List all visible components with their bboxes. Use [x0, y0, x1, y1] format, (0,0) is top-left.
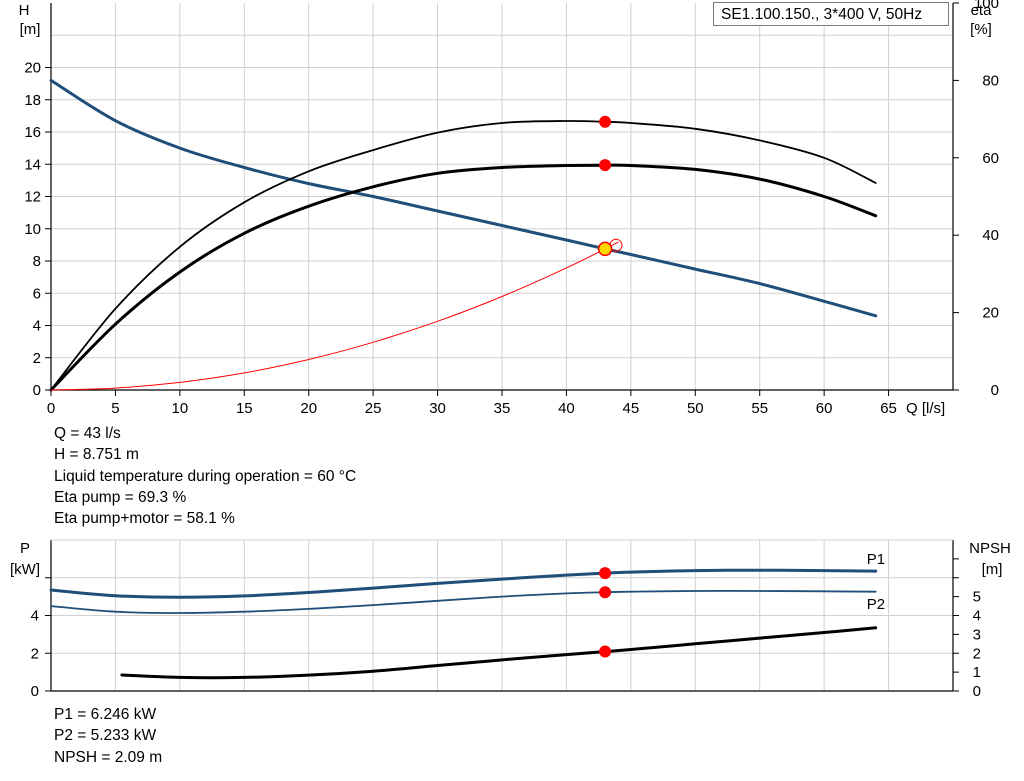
efficiency-pump-motor-curve	[49, 163, 878, 392]
y-right-tick-label: 80	[982, 72, 999, 89]
power-point-marker	[599, 567, 612, 580]
power-point-marker	[599, 586, 612, 599]
y-left-tick-label: 14	[24, 156, 41, 173]
info-flow: Q = 43 l/s	[54, 425, 121, 442]
x-tick-label: 60	[816, 400, 833, 417]
p2-curve-label: P2	[867, 596, 885, 613]
y-right-label: eta	[971, 2, 993, 19]
efficiency-pump-curve	[50, 120, 877, 391]
info-liquid-temperature: Liquid temperature during operation = 60…	[54, 467, 357, 485]
npsh-curve	[120, 626, 878, 680]
y-right-label: NPSH	[969, 540, 1011, 557]
y-left-label: P	[20, 540, 30, 557]
duty-point-info: Q = 43 l/s H = 8.751 m Liquid temperatur…	[54, 423, 356, 529]
x-tick-label: 25	[365, 400, 382, 417]
system-curve	[50, 241, 619, 391]
y-right-tick-label: 100	[974, 0, 999, 12]
power-point-marker	[599, 645, 612, 658]
x-tick-label: 20	[300, 400, 317, 417]
y-right-tick-label: 40	[982, 227, 999, 244]
y-left-label: H	[19, 2, 30, 19]
info-p1: P1 = 6.246 kW	[54, 706, 157, 723]
y-right-tick-label: 2	[973, 645, 981, 662]
p1-curve	[49, 568, 878, 599]
duty-point-marker	[597, 241, 613, 257]
y-left-tick-label: 12	[24, 189, 41, 206]
x-axis-label: Q [l/s]	[906, 400, 945, 417]
y-left-tick-label: 18	[24, 92, 41, 109]
y-right-tick-label: 20	[982, 305, 999, 322]
info-eta-pump-motor: Eta pump+motor = 58.1 %	[54, 510, 235, 528]
info-npsh: NPSH = 2.09 m	[54, 748, 163, 766]
efficiency-point-marker	[599, 115, 612, 128]
y-right-tick-label: 0	[991, 382, 999, 399]
y-left-tick-label: 8	[33, 253, 41, 270]
y-right-tick-label: 60	[982, 150, 999, 167]
power-point-info: P1 = 6.246 kW P2 = 5.233 kW NPSH = 2.09 …	[54, 704, 162, 768]
p2-curve	[50, 589, 877, 614]
y-left-tick-label: 0	[33, 382, 41, 399]
x-tick-label: 10	[172, 400, 189, 417]
y-right-tick-label: 3	[973, 626, 981, 643]
x-tick-label: 30	[429, 400, 446, 417]
efficiency-point-marker	[599, 159, 612, 172]
y-left-tick-label: 20	[24, 60, 41, 77]
y-right-tick-label: 5	[973, 589, 981, 606]
x-tick-label: 45	[623, 400, 640, 417]
p1-curve-label: P1	[867, 551, 885, 568]
y-right-tick-label: 4	[973, 608, 981, 625]
y-left-tick-label: 0	[31, 683, 39, 700]
y-left-tick-label: 4	[31, 608, 39, 625]
y-left-tick-label: 2	[33, 350, 41, 367]
y-left-tick-label: 4	[33, 318, 41, 335]
x-tick-label: 55	[751, 400, 768, 417]
head-curve	[49, 78, 878, 318]
x-tick-label: 35	[494, 400, 511, 417]
y-left-tick-label: 10	[24, 221, 41, 238]
info-head: H = 8.751 m	[54, 446, 139, 464]
x-tick-label: 40	[558, 400, 575, 417]
y-left-unit: [m]	[20, 21, 41, 38]
y-left-tick-label: 16	[24, 124, 41, 141]
chart-title: SE1.100.150., 3*400 V, 50Hz	[713, 2, 949, 26]
x-tick-label: 65	[880, 400, 897, 417]
x-tick-label: 50	[687, 400, 704, 417]
y-right-unit: [%]	[970, 21, 992, 38]
x-tick-label: 0	[47, 400, 55, 417]
y-right-tick-label: 0	[973, 683, 981, 700]
y-right-tick-label: 1	[973, 664, 981, 681]
info-p2: P2 = 5.233 kW	[54, 727, 157, 745]
y-right-unit: [m]	[982, 561, 1003, 578]
y-left-tick-label: 6	[33, 285, 41, 302]
y-left-unit: [kW]	[10, 561, 40, 578]
x-tick-label: 5	[111, 400, 119, 417]
y-left-tick-label: 2	[31, 645, 39, 662]
x-tick-label: 15	[236, 400, 253, 417]
info-eta-pump: Eta pump = 69.3 %	[54, 488, 187, 506]
